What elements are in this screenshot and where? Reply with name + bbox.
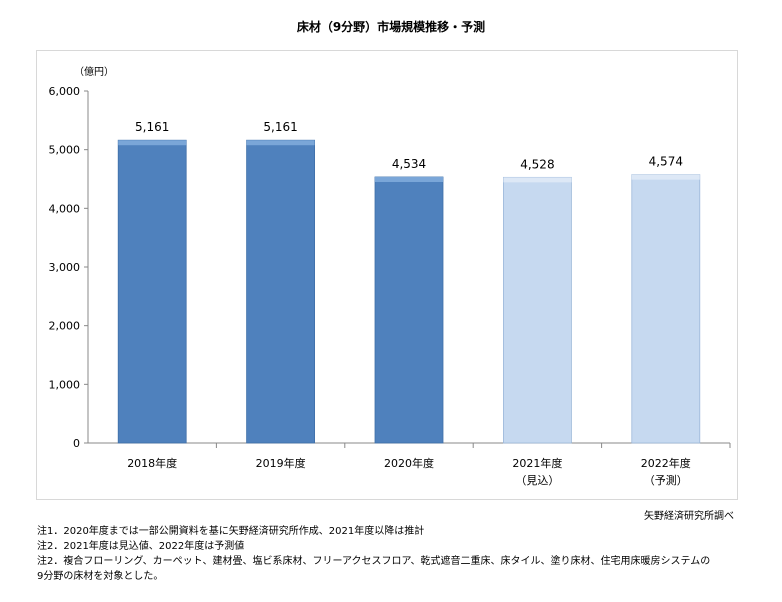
plot-frame [36, 50, 738, 500]
category-label: 2019年度 [256, 456, 306, 470]
category-label: 2021年度 [512, 456, 562, 470]
bar-top-highlight [503, 177, 572, 183]
category-label: 2022年度 [641, 456, 691, 470]
bar-top-highlight [631, 174, 700, 180]
bar [374, 176, 444, 444]
data-label: 4,534 [392, 157, 426, 171]
source-credit: 矢野経済研究所調べ [644, 511, 734, 522]
bar-top-highlight [375, 177, 443, 183]
bar [117, 139, 187, 444]
footnotes: 注1．2020年度までは一部公開資料を基に矢野経済研究所作成、2021年度以降は… [37, 524, 710, 584]
y-tick-label: 6,000 [49, 85, 81, 98]
data-label: 4,528 [520, 157, 554, 171]
footnote-2: 注2．2021年度は見込値、2022年度は予測値 [37, 541, 245, 552]
data-label: 4,574 [649, 155, 683, 169]
y-tick-label: 5,000 [49, 144, 81, 157]
category-label: 2018年度 [127, 456, 177, 470]
footnote-4: 9分野の床材を対象とした。 [37, 571, 164, 582]
y-tick-label: 4,000 [49, 202, 81, 215]
data-label: 5,161 [135, 120, 169, 134]
chart-title: 床材（9分野）市場規模推移・予測 [296, 20, 486, 34]
data-label: 5,161 [263, 120, 297, 134]
y-tick-label: 2,000 [49, 320, 81, 333]
footnote-1: 注1．2020年度までは一部公開資料を基に矢野経済研究所作成、2021年度以降は… [37, 526, 425, 537]
bar-top-highlight [118, 140, 187, 146]
category-label: 2020年度 [384, 456, 434, 470]
bar [631, 174, 701, 444]
y-tick-label: 0 [73, 437, 80, 450]
category-sublabel: （予測） [644, 473, 688, 487]
y-tick-label: 3,000 [49, 261, 81, 274]
footnote-3: 注2．複合フローリング、カーペット、建材畳、塩ビ系床材、フリーアクセスフロア、乾… [37, 556, 711, 567]
bar [502, 176, 572, 444]
y-unit-label: （億円） [74, 65, 114, 78]
bar-top-highlight [246, 140, 315, 146]
y-tick-label: 1,000 [49, 378, 81, 391]
bar [246, 139, 316, 444]
category-sublabel: （見込） [515, 474, 559, 487]
